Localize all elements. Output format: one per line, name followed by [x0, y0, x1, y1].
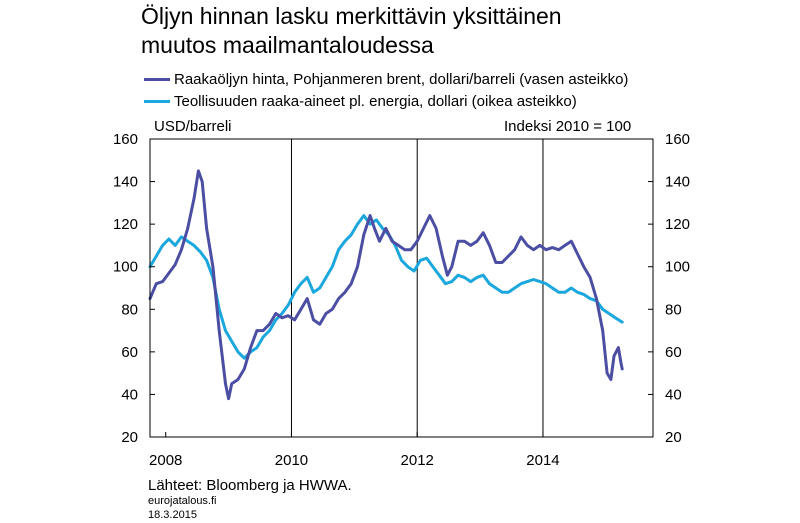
chart-title: Öljyn hinnan lasku merkittävin yksittäin… — [141, 2, 562, 60]
legend-swatch-industrial — [144, 99, 170, 103]
right-tick-label-80: 80 — [665, 301, 682, 318]
left-tick-label-20: 20 — [121, 429, 138, 446]
series-brent-oil-line — [148, 169, 624, 401]
right-tick-label-40: 40 — [665, 386, 682, 403]
right-tick-label-120: 120 — [665, 216, 690, 233]
chart-grid — [290, 139, 544, 437]
legend-label-industrial: Teollisuuden raaka-aineet pl. energia, d… — [174, 92, 577, 110]
left-tick-label-80: 80 — [121, 301, 138, 318]
left-axis-unit-label: USD/barreli — [154, 118, 232, 135]
chart-legend: Raakaöljyn hinta, Pohjanmeren brent, dol… — [144, 68, 628, 112]
x-tick-label-2010: 2010 — [275, 452, 308, 469]
right-tick-label-140: 140 — [665, 174, 690, 191]
source-note: Lähteet: Bloomberg ja HWWA. — [148, 477, 352, 494]
chart-axes: 20 20 40 40 60 60 80 80 100 100 120 120 140 140 160 160… — [113, 131, 690, 469]
left-tick-label-100: 100 — [113, 259, 138, 276]
chart-title-line-2: muutos maailmantaloudessa — [141, 32, 434, 58]
chart-title-line-1: Öljyn hinnan lasku merkittävin yksittäin… — [141, 3, 562, 29]
legend-label-brent: Raakaöljyn hinta, Pohjanmeren brent, dol… — [174, 70, 629, 88]
left-tick-label-160: 160 — [113, 131, 138, 148]
x-tick-label-2014: 2014 — [526, 452, 559, 469]
left-tick-label-140: 140 — [113, 174, 138, 191]
left-tick-label-120: 120 — [113, 216, 138, 233]
left-tick-label-60: 60 — [121, 344, 138, 361]
legend-entry-brent: Raakaöljyn hinta, Pohjanmeren brent, dol… — [144, 68, 628, 90]
right-tick-label-60: 60 — [665, 344, 682, 361]
legend-swatch-brent — [144, 77, 170, 81]
right-tick-label-160: 160 — [665, 131, 690, 148]
site-name: eurojatalous.fi — [148, 495, 217, 507]
plot-frame — [149, 138, 654, 438]
right-axis-unit-label: Indeksi 2010 = 100 — [504, 118, 632, 135]
legend-entry-industrial: Teollisuuden raaka-aineet pl. energia, d… — [144, 90, 628, 112]
right-tick-label-100: 100 — [665, 259, 690, 276]
left-tick-label-40: 40 — [121, 386, 138, 403]
chart-series-layer — [148, 169, 624, 401]
x-tick-label-2012: 2012 — [401, 452, 434, 469]
right-tick-label-20: 20 — [665, 429, 682, 446]
x-tick-label-2008: 2008 — [149, 452, 182, 469]
publish-date: 18.3.2015 — [148, 509, 197, 521]
